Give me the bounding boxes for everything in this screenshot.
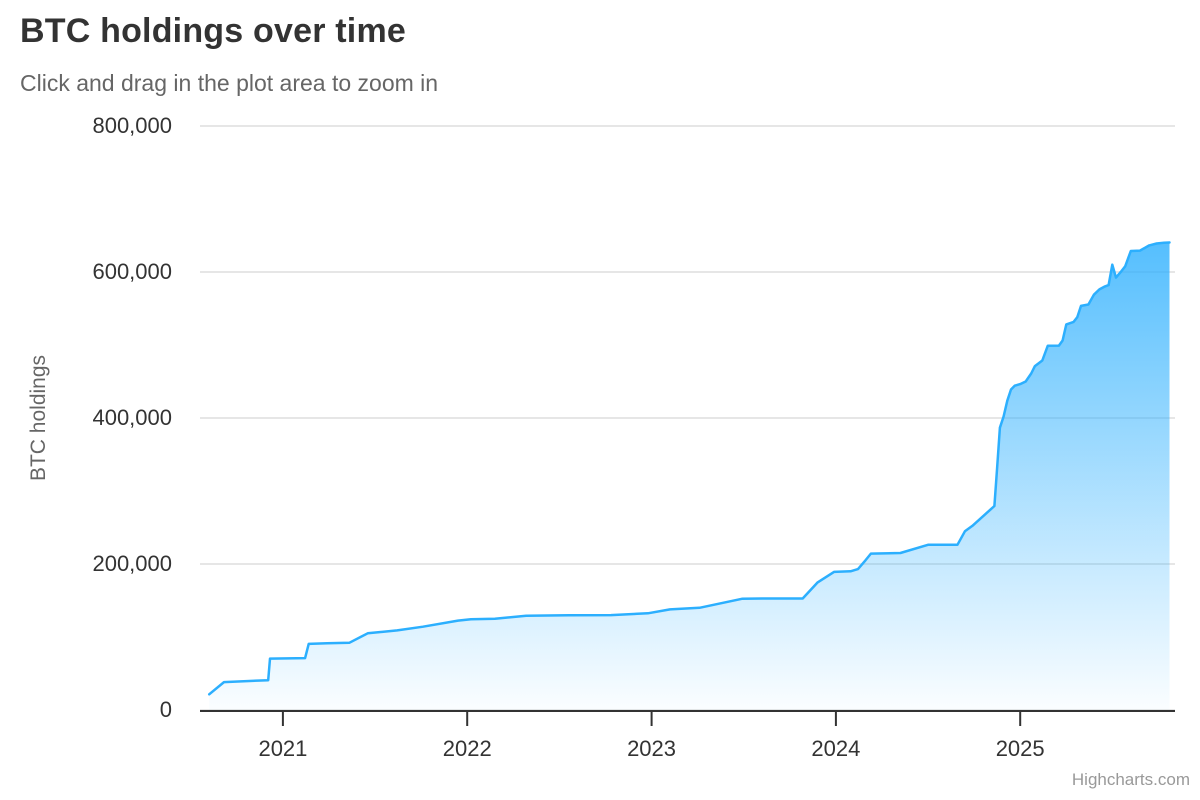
highcharts-credits-link[interactable]: Highcharts.com <box>1071 770 1190 789</box>
x-axis-label-2021: 2021 <box>258 736 308 761</box>
axis-layer <box>200 710 1175 726</box>
chart-subtitle: Click and drag in the plot area to zoom … <box>20 70 439 96</box>
y-axis-label-0: 0 <box>159 697 172 722</box>
x-axis-label-2024: 2024 <box>811 736 861 761</box>
plot-area-zoom-region[interactable] <box>200 126 1175 710</box>
y-axis-label-600k: 600,000 <box>92 259 172 284</box>
btc-series-line <box>207 241 1171 696</box>
chart-title: BTC holdings over time <box>20 12 406 50</box>
y-axis-label-400k: 400,000 <box>92 405 172 430</box>
series-layer <box>207 241 1171 710</box>
x-axis-label-2023: 2023 <box>627 736 677 761</box>
y-axis-label-800k: 800,000 <box>92 113 172 138</box>
y-axis-label-200k: 200,000 <box>92 551 172 576</box>
x-axis-label-2025: 2025 <box>995 736 1045 761</box>
btc-area-fill <box>209 242 1170 710</box>
x-axis-label-2022: 2022 <box>442 736 492 761</box>
